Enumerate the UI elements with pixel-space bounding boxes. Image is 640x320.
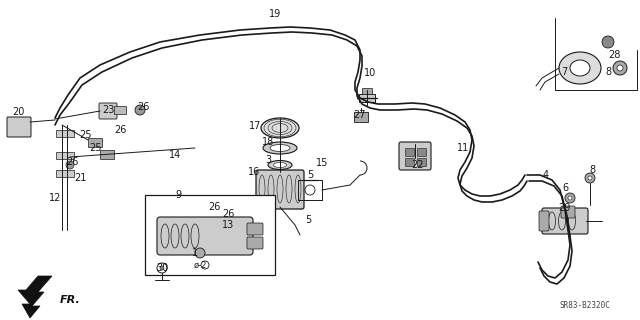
Text: 9: 9 (175, 190, 181, 200)
Bar (354, 112, 368, 122)
FancyBboxPatch shape (99, 103, 117, 119)
Text: SR83-B2320C: SR83-B2320C (559, 301, 610, 310)
Circle shape (135, 105, 145, 115)
Bar (405, 158, 414, 166)
Bar (100, 150, 114, 159)
Bar (417, 148, 426, 156)
Circle shape (588, 176, 592, 180)
Circle shape (160, 266, 164, 270)
Bar (405, 148, 414, 156)
Text: 25: 25 (79, 130, 92, 140)
FancyBboxPatch shape (157, 217, 253, 255)
Text: 6: 6 (562, 183, 568, 193)
Ellipse shape (263, 142, 297, 154)
Text: 20: 20 (12, 107, 24, 117)
Text: 10: 10 (364, 68, 376, 78)
Bar (56, 152, 74, 159)
Text: 7: 7 (561, 67, 567, 77)
Ellipse shape (559, 52, 601, 84)
Text: 26: 26 (208, 202, 220, 212)
Text: 15: 15 (316, 158, 328, 168)
Circle shape (585, 173, 595, 183)
FancyBboxPatch shape (256, 170, 304, 209)
Ellipse shape (273, 163, 287, 167)
Ellipse shape (570, 60, 590, 76)
Text: 22: 22 (412, 160, 424, 170)
Circle shape (305, 185, 315, 195)
Bar (362, 88, 372, 94)
Circle shape (209, 202, 217, 210)
Text: 26: 26 (66, 157, 78, 167)
Text: 19: 19 (269, 9, 281, 19)
Text: 23: 23 (102, 105, 114, 115)
Circle shape (201, 261, 209, 269)
FancyBboxPatch shape (247, 223, 263, 235)
Text: 8: 8 (605, 67, 611, 77)
Text: 27: 27 (354, 110, 366, 120)
FancyBboxPatch shape (399, 142, 431, 170)
Text: 11: 11 (457, 143, 469, 153)
Text: 26: 26 (222, 209, 234, 219)
Circle shape (602, 36, 614, 48)
Text: FR.: FR. (60, 295, 81, 305)
Text: 17: 17 (249, 121, 261, 131)
Text: 13: 13 (222, 220, 234, 230)
Bar (417, 158, 426, 166)
Text: 4: 4 (543, 170, 549, 180)
Text: 18: 18 (262, 137, 274, 147)
Text: 26: 26 (137, 102, 149, 112)
Circle shape (219, 210, 227, 218)
Text: 16: 16 (248, 167, 260, 177)
Text: 30: 30 (156, 263, 168, 273)
Text: 25: 25 (89, 143, 101, 153)
Ellipse shape (268, 161, 292, 170)
Text: 8: 8 (589, 165, 595, 175)
Circle shape (157, 263, 167, 273)
Text: 5: 5 (305, 215, 311, 225)
Ellipse shape (261, 118, 299, 138)
Circle shape (613, 61, 627, 75)
Text: 5: 5 (307, 170, 313, 180)
Circle shape (617, 65, 623, 71)
Ellipse shape (270, 145, 290, 151)
FancyBboxPatch shape (542, 208, 588, 234)
Circle shape (66, 161, 74, 169)
Circle shape (565, 193, 575, 203)
Polygon shape (218, 220, 255, 258)
Text: 1: 1 (192, 248, 198, 258)
FancyBboxPatch shape (7, 117, 31, 137)
Bar (56, 130, 74, 137)
Bar (114, 106, 126, 114)
Text: 12: 12 (49, 193, 61, 203)
Text: 29: 29 (558, 203, 570, 213)
FancyBboxPatch shape (539, 211, 549, 231)
Text: 26: 26 (114, 125, 126, 135)
Text: ø-2: ø-2 (193, 260, 207, 269)
Text: 21: 21 (74, 173, 86, 183)
Text: 14: 14 (169, 150, 181, 160)
Circle shape (195, 248, 205, 258)
Bar (56, 170, 74, 177)
Bar (145, 195, 275, 275)
FancyBboxPatch shape (561, 206, 575, 218)
Text: 28: 28 (608, 50, 620, 60)
Polygon shape (18, 276, 52, 318)
Bar (88, 138, 102, 147)
Circle shape (568, 196, 572, 200)
FancyBboxPatch shape (247, 237, 263, 249)
Bar (359, 94, 375, 102)
Text: 3: 3 (265, 155, 271, 165)
